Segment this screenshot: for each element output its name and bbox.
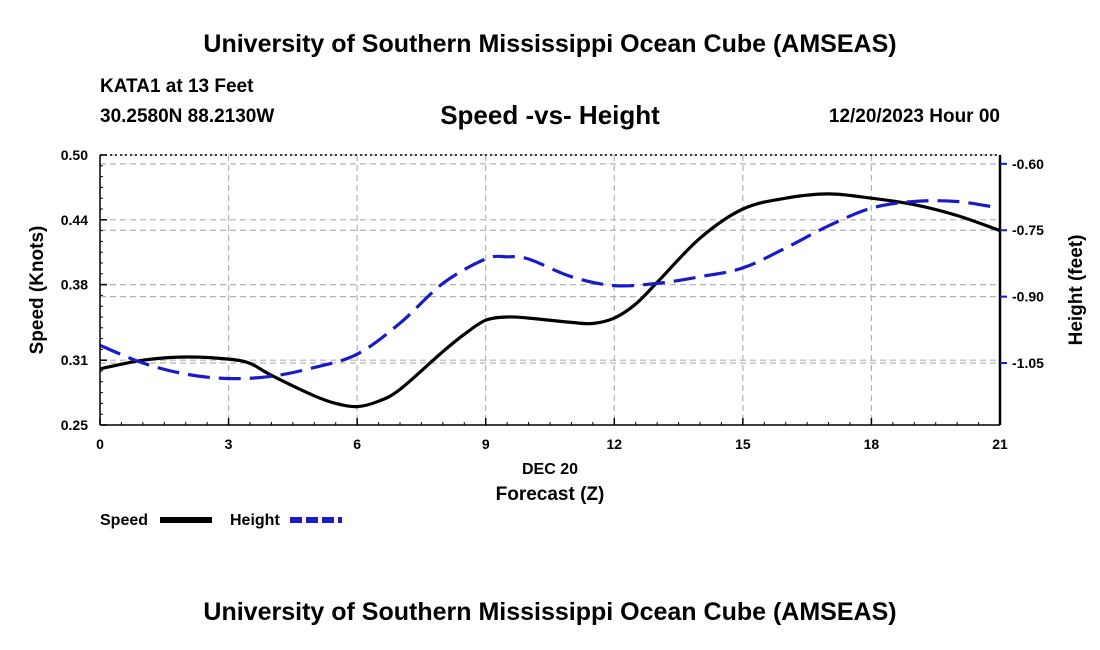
x-axis-date-label: DEC 20 [522, 461, 578, 478]
y-tick-label: 0.25 [61, 417, 88, 433]
plot-frame [99, 154, 1002, 426]
legend: Speed Height [100, 512, 342, 529]
station-label: KATA1 at 13 Feet [100, 76, 254, 97]
y2-tick-label: -1.05 [1012, 355, 1044, 371]
chart-title: Speed -vs- Height [440, 100, 660, 130]
y2-tick-label: -0.90 [1012, 289, 1044, 305]
y-tick-label: 0.38 [61, 277, 88, 293]
x-tick-label: 15 [735, 436, 751, 452]
main-title: University of Southern Mississippi Ocean… [203, 30, 897, 58]
x-tick-label: 3 [225, 436, 233, 452]
legend-label-speed: Speed [100, 512, 148, 529]
x-tick-label: 9 [482, 436, 490, 452]
legend-label-height: Height [230, 512, 280, 529]
series-layer [99, 192, 1001, 409]
series-line-height [99, 199, 1001, 381]
x-tick-label: 18 [864, 436, 880, 452]
coordinates-label: 30.2580N 88.2130W [100, 106, 275, 127]
footer-title: University of Southern Mississippi Ocean… [203, 598, 897, 626]
y2-axis-title: Height (feet) [1066, 235, 1087, 346]
x-tick-label: 12 [606, 436, 622, 452]
series-line-speed [99, 192, 1001, 409]
grid [100, 154, 1000, 425]
y2-tick-label: -0.60 [1012, 156, 1044, 172]
x-tick-label: 21 [992, 436, 1008, 452]
x-tick-label: 6 [353, 436, 361, 452]
forecast-datetime: 12/20/2023 Hour 00 [828, 106, 1000, 127]
y-tick-label: 0.44 [61, 212, 88, 228]
y-tick-label: 0.31 [61, 352, 88, 368]
x-tick-label: 0 [96, 436, 104, 452]
ticks: 0 3 6 9 12 15 18 21 0.25 0.31 0.38 0.44 0.50 -0.60 -0.… [61, 147, 1044, 452]
y-tick-label: 0.50 [61, 147, 88, 163]
x-axis-title: Forecast (Z) [496, 484, 605, 505]
y2-tick-label: -0.75 [1012, 222, 1044, 238]
y-axis-title: Speed (Knots) [27, 226, 48, 355]
